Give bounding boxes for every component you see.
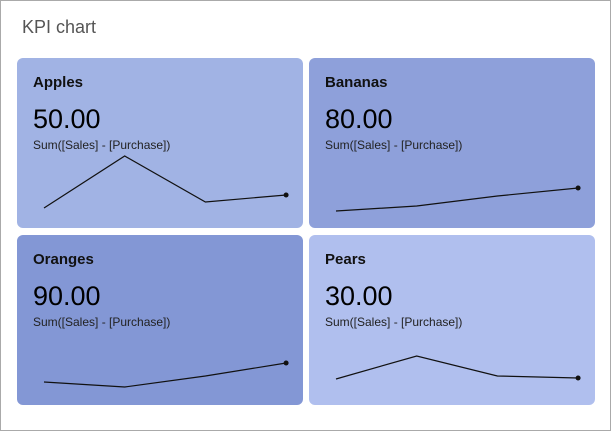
kpi-name: Apples (33, 74, 84, 91)
kpi-value: 90.00 (33, 281, 101, 311)
kpi-name: Pears (325, 251, 366, 268)
kpi-name: Bananas (325, 74, 388, 91)
kpi-value: 50.00 (33, 104, 101, 134)
sparkline (43, 155, 289, 209)
kpi-value: 30.00 (325, 281, 393, 311)
kpi-measure-label: Sum([Sales] - [Purchase]) (325, 138, 463, 152)
sparkline-line (43, 155, 287, 209)
kpi-name: Oranges (33, 251, 94, 268)
kpi-card-oranges[interactable]: Oranges 90.00 Sum([Sales] - [Purchase]) (17, 235, 303, 405)
sparkline (335, 355, 581, 381)
sparkline-line (335, 187, 579, 212)
kpi-measure-label: Sum([Sales] - [Purchase]) (33, 315, 171, 329)
kpi-card-bananas[interactable]: Bananas 80.00 Sum([Sales] - [Purchase]) (309, 58, 595, 228)
sparkline (43, 360, 289, 388)
sparkline-last-point (283, 192, 289, 198)
kpi-measure-label: Sum([Sales] - [Purchase]) (33, 138, 171, 152)
sparkline-last-point (575, 375, 581, 381)
kpi-card-apples[interactable]: Apples 50.00 Sum([Sales] - [Purchase]) (17, 58, 303, 228)
chart-title: KPI chart (22, 17, 97, 37)
kpi-measure-label: Sum([Sales] - [Purchase]) (325, 315, 463, 329)
kpi-value: 80.00 (325, 104, 393, 134)
sparkline (335, 185, 581, 212)
sparkline-last-point (575, 185, 581, 191)
sparkline-line (335, 355, 579, 380)
sparkline-last-point (283, 360, 289, 366)
kpi-card-pears[interactable]: Pears 30.00 Sum([Sales] - [Purchase]) (309, 235, 595, 405)
sparkline-line (43, 362, 287, 388)
